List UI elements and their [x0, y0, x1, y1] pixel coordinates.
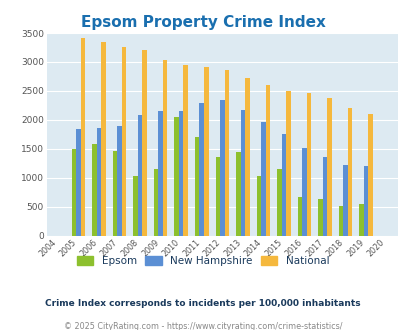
Bar [158, 111, 162, 236]
Bar [260, 122, 265, 236]
Text: © 2025 CityRating.com - https://www.cityrating.com/crime-statistics/: © 2025 CityRating.com - https://www.city… [64, 322, 341, 330]
Bar [179, 111, 183, 236]
Bar [122, 47, 126, 236]
Bar [162, 60, 167, 236]
Bar [326, 98, 331, 236]
Bar [174, 117, 179, 236]
Bar [183, 65, 188, 236]
Bar [199, 103, 203, 236]
Text: Epsom Property Crime Index: Epsom Property Crime Index [80, 15, 325, 30]
Bar [72, 149, 76, 236]
Legend: Epsom, New Hampshire, National: Epsom, New Hampshire, National [72, 252, 333, 270]
Bar [277, 169, 281, 236]
Bar [203, 67, 208, 236]
Bar [265, 85, 269, 236]
Bar [133, 176, 138, 236]
Bar [76, 129, 81, 236]
Bar [138, 115, 142, 236]
Bar [367, 114, 372, 236]
Bar [301, 148, 306, 236]
Text: Crime Index corresponds to incidents per 100,000 inhabitants: Crime Index corresponds to incidents per… [45, 299, 360, 308]
Bar [286, 91, 290, 236]
Bar [235, 152, 240, 236]
Bar [322, 156, 326, 236]
Bar [92, 144, 96, 236]
Bar [101, 42, 106, 236]
Bar [358, 204, 363, 236]
Bar [245, 78, 249, 236]
Bar [306, 93, 311, 236]
Bar [338, 206, 342, 236]
Bar [142, 50, 147, 236]
Bar [220, 100, 224, 236]
Bar [363, 166, 367, 236]
Bar [347, 108, 352, 236]
Bar [96, 128, 101, 236]
Bar [297, 197, 301, 236]
Bar [224, 70, 228, 236]
Bar [281, 134, 286, 236]
Bar [240, 110, 245, 236]
Bar [256, 176, 260, 236]
Bar [342, 165, 347, 236]
Bar [194, 137, 199, 236]
Bar [81, 38, 85, 236]
Bar [318, 199, 322, 236]
Bar [153, 169, 158, 236]
Bar [215, 157, 220, 236]
Bar [113, 151, 117, 236]
Bar [117, 126, 121, 236]
